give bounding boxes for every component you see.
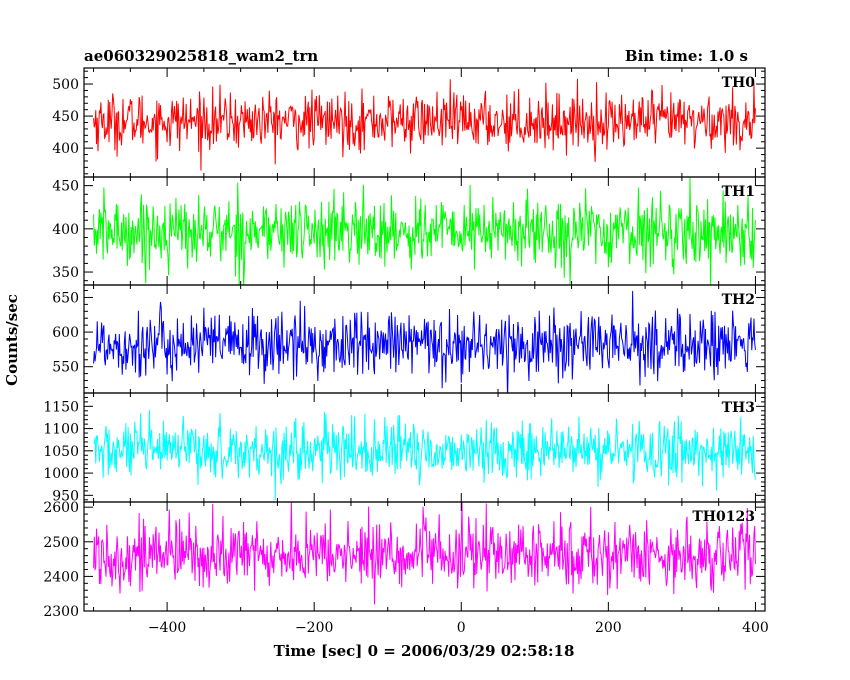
- series-line-th1: [93, 177, 756, 285]
- x-tick-label: −400: [148, 620, 186, 636]
- y-tick-label: 450: [52, 109, 79, 125]
- series-line-th0: [93, 78, 756, 171]
- panel-label: TH3: [722, 400, 755, 416]
- x-tick-label: 0: [457, 620, 466, 636]
- chart-title-left: ae060329025818_wam2_trn: [84, 47, 318, 65]
- y-tick-label: 1150: [43, 399, 79, 415]
- panel-th0123: 2300 2400 2500 2600 TH0123: [43, 500, 766, 620]
- x-tick-label: 400: [742, 620, 769, 636]
- series-line-th0123: [93, 502, 756, 605]
- y-tick-label: 500: [52, 77, 79, 93]
- panel-th3: 950 1000 1050 1100 1150 TH3: [43, 392, 766, 504]
- y-tick-label: 2400: [43, 569, 79, 585]
- y-tick-label: 450: [52, 179, 79, 195]
- panel-label: TH1: [722, 184, 755, 200]
- y-tick-label: 2300: [43, 604, 79, 620]
- y-tick-label: 2500: [43, 535, 79, 551]
- panel-th1: 350 400 450 TH1: [52, 176, 766, 286]
- series-line-th3: [93, 409, 756, 501]
- y-axis-label: Counts/sec: [3, 294, 21, 386]
- y-tick-label: 400: [52, 222, 79, 238]
- panel-label: TH0123: [692, 509, 755, 525]
- x-axis-label: Time [sec] 0 = 2006/03/29 02:58:18: [274, 642, 575, 660]
- y-tick-label: 950: [52, 488, 79, 504]
- y-tick-label: 600: [52, 325, 79, 341]
- x-axis: −400 −200 0 200 400: [148, 620, 769, 636]
- series-line-th2: [93, 290, 756, 393]
- y-tick-label: 1050: [43, 444, 79, 460]
- panel-th2: 550 600 650 TH2: [52, 284, 766, 394]
- y-tick-label: 650: [52, 290, 79, 306]
- chart-title-right: Bin time: 1.0 s: [625, 47, 748, 65]
- panel-th0: 400 450 500 TH0: [52, 67, 766, 178]
- panel-frame: [83, 501, 766, 612]
- panel-label: TH0: [722, 75, 756, 91]
- x-tick-label: 200: [595, 620, 622, 636]
- y-tick-label: 550: [52, 360, 79, 376]
- y-tick-label: 1100: [43, 422, 79, 438]
- x-tick-label: −200: [295, 620, 333, 636]
- y-tick-label: 350: [52, 265, 79, 281]
- y-tick-label: 2600: [43, 500, 79, 516]
- y-tick-label: 1000: [43, 466, 79, 482]
- y-tick-label: 400: [52, 141, 79, 157]
- panel-label: TH2: [722, 292, 755, 308]
- panels-group: 400 450 500 TH0 350 400 450 TH1 550 600 650 TH2 950 1…: [43, 67, 766, 620]
